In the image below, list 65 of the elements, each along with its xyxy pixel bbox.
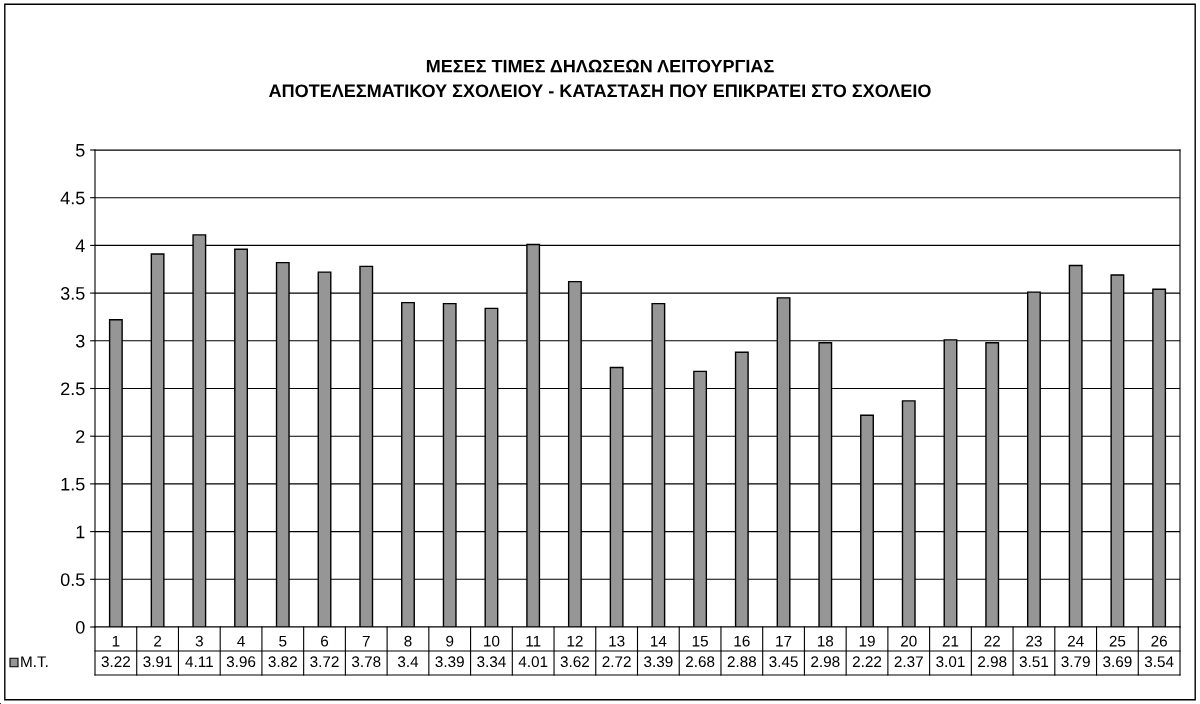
y-tick-label: 3.5 (60, 287, 85, 300)
x-tick-label: 9 (446, 635, 454, 647)
x-tick-label: 2 (154, 635, 162, 647)
chart-title: ΜΕΣΕΣ ΤΙΜΕΣ ΔΗΛΩΣΕΩΝ ΛΕΙΤΟΥΡΓΙΑΣ ΑΠΟΤΕΛΕΣΜΑΤΙΚΟΥ ΣΧΟΛΕΙΟΥ - ΚΑΤΑΣΤΑΣΗ ΠΟΥ ΕΠΙΚΡΑΤΕΙ ΣΤΟ ΣΧΟΛΕΙΟ (269, 59, 931, 98)
data-label: 3.78 (351, 656, 381, 668)
y-tick-label: 1 (76, 525, 85, 539)
data-label: 2.22 (852, 656, 882, 667)
y-tick-label: 0.5 (60, 573, 85, 587)
x-tick-label: 16 (734, 635, 750, 647)
data-label: 2.98 (978, 656, 1007, 668)
data-label: 3.69 (1103, 656, 1132, 668)
x-tick-label: 1 (112, 635, 120, 647)
data-label: 3.54 (1144, 656, 1174, 668)
x-tick-label: 12 (567, 635, 583, 647)
data-label: 3.34 (477, 656, 506, 668)
data-label: 2.68 (686, 656, 715, 668)
x-tick-label: 20 (901, 635, 917, 647)
x-tick-label: 13 (609, 635, 625, 647)
data-label: 3.4 (397, 656, 419, 668)
y-tick-label: 1.5 (61, 478, 85, 491)
data-label: 2.88 (727, 656, 757, 668)
data-label: 3.22 (101, 656, 130, 668)
y-tick-label: 0 (75, 620, 85, 634)
x-tick-label: 23 (1026, 635, 1042, 647)
x-tick-label: 6 (321, 635, 329, 647)
x-tick-label: 26 (1151, 635, 1167, 647)
x-tick-label: 17 (776, 635, 792, 647)
x-tick-label: 7 (362, 635, 370, 647)
data-label: 3.79 (1061, 656, 1090, 668)
y-tick-label: 4.5 (60, 191, 85, 205)
x-tick-label: 11 (526, 635, 541, 647)
data-label: 3.39 (644, 656, 673, 668)
data-label: 3.39 (435, 656, 464, 668)
x-tick-label: 14 (651, 635, 667, 647)
data-label: 3.45 (769, 656, 798, 668)
x-tick-label: 4 (237, 635, 245, 647)
legend-label: Μ.Τ. (21, 656, 48, 667)
data-label: 3.82 (268, 656, 297, 668)
data-label: 4.01 (518, 656, 548, 668)
data-label: 2.37 (894, 656, 923, 668)
data-label: 3.72 (310, 656, 339, 668)
data-label: 2.98 (811, 656, 840, 668)
y-tick-label: 2.5 (61, 382, 85, 396)
y-tick-label: 3 (75, 334, 85, 348)
x-tick-label: 19 (859, 635, 875, 647)
x-tick-label: 22 (984, 635, 1000, 647)
data-label: 3.96 (226, 656, 256, 668)
data-label: 3.91 (143, 656, 172, 668)
data-label: 3.01 (936, 656, 965, 668)
y-tick-label: 4 (75, 239, 85, 252)
x-tick-label: 10 (484, 635, 500, 647)
data-label: 4.11 (185, 656, 213, 667)
x-tick-label: 25 (1109, 635, 1126, 647)
x-tick-label: 18 (817, 635, 834, 647)
x-tick-label: 5 (279, 635, 287, 647)
y-tick-label: 2 (76, 430, 85, 443)
x-tick-label: 3 (195, 635, 203, 647)
y-tick-label: 5 (75, 144, 85, 157)
data-label: 3.51 (1019, 656, 1049, 668)
x-tick-label: 21 (942, 635, 959, 647)
data-label: 2.72 (602, 656, 631, 667)
x-tick-label: 8 (404, 635, 412, 647)
x-tick-label: 24 (1067, 635, 1084, 647)
data-label: 3.62 (560, 656, 590, 668)
x-tick-label: 15 (692, 635, 708, 647)
